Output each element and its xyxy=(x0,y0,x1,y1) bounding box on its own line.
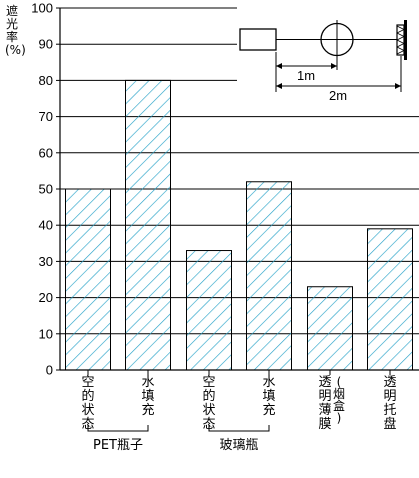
bar xyxy=(367,228,413,371)
svg-text:明: 明 xyxy=(383,389,396,404)
svg-text:薄: 薄 xyxy=(318,403,331,418)
svg-text:状: 状 xyxy=(202,403,215,418)
svg-text:(: ( xyxy=(337,375,342,389)
reflector-mount xyxy=(404,20,407,60)
svg-text:水: 水 xyxy=(262,375,275,390)
category-label: 水填充 xyxy=(262,375,275,418)
svg-text:的: 的 xyxy=(81,388,94,404)
bar xyxy=(125,79,171,371)
svg-text:充: 充 xyxy=(141,402,154,418)
bar xyxy=(65,188,111,371)
reflector-icon xyxy=(396,24,405,56)
group-label: PET瓶子 xyxy=(93,438,143,453)
group-bracket: 玻璃瓶 xyxy=(208,425,270,453)
svg-text:透: 透 xyxy=(318,375,331,390)
axes: 0 10 20 30 40 50 60 70 80 90 100 xyxy=(31,1,419,378)
y-tick-label: 80 xyxy=(39,73,53,88)
svg-text:的: 的 xyxy=(202,388,215,404)
y-tick-label: 70 xyxy=(39,109,53,124)
svg-text:空: 空 xyxy=(202,375,215,390)
svg-text:透: 透 xyxy=(383,375,396,390)
y-tick-label: 30 xyxy=(39,254,53,269)
group-bracket: PET瓶子 xyxy=(87,425,149,453)
bars xyxy=(65,79,413,371)
y-tick-label: 0 xyxy=(46,363,53,378)
svg-text:状: 状 xyxy=(81,403,94,418)
svg-text:盘: 盘 xyxy=(383,416,396,432)
svg-text:态: 态 xyxy=(202,417,215,432)
svg-text:明: 明 xyxy=(318,389,331,404)
dim-label-1m: 1m xyxy=(297,68,315,83)
dim-label-2m: 2m xyxy=(329,88,347,103)
category-label: 水填充 xyxy=(141,375,154,418)
svg-text:态: 态 xyxy=(81,417,94,432)
svg-text:盒: 盒 xyxy=(333,398,345,413)
bar xyxy=(307,286,353,371)
y-tick-label: 60 xyxy=(39,145,53,160)
group-label: 玻璃瓶 xyxy=(219,438,258,453)
svg-text:水: 水 xyxy=(141,375,154,390)
svg-text:托: 托 xyxy=(383,403,396,418)
svg-text:膜: 膜 xyxy=(318,417,331,432)
svg-text:空: 空 xyxy=(81,375,94,390)
svg-text:充: 充 xyxy=(262,402,275,418)
y-tick-label: 90 xyxy=(39,37,53,52)
svg-text:烟: 烟 xyxy=(333,387,345,401)
y-tick-label: 10 xyxy=(39,326,53,341)
emitter-icon xyxy=(239,28,277,51)
svg-text:填: 填 xyxy=(141,389,154,404)
setup-inset: 1m 2m xyxy=(237,8,419,116)
svg-text:): ) xyxy=(337,411,342,425)
y-tick-label: 20 xyxy=(39,290,53,305)
grid xyxy=(60,7,419,335)
svg-text:填: 填 xyxy=(262,389,275,404)
bar xyxy=(246,181,292,371)
y-tick-label: 40 xyxy=(39,218,53,233)
y-tick-label: 100 xyxy=(31,1,53,16)
bar xyxy=(186,250,232,371)
y-tick-label: 50 xyxy=(39,182,53,197)
